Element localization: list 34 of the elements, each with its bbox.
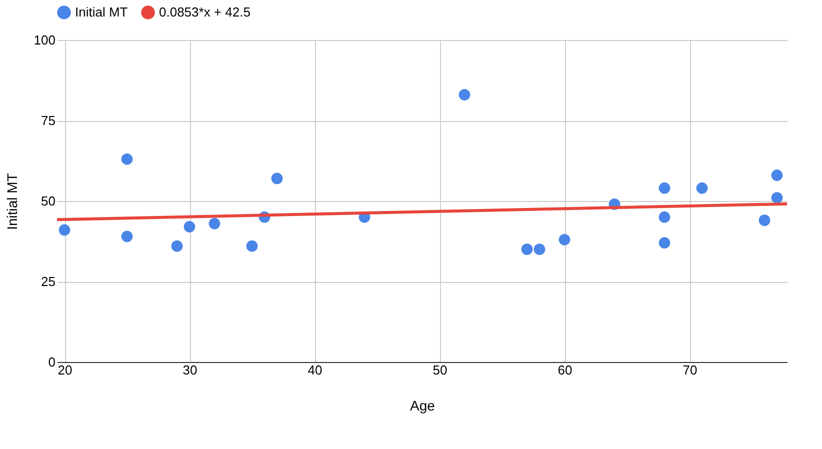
y-tick-label: 25 [41, 274, 56, 289]
x-tick-label: 30 [182, 362, 198, 378]
y-tick-label: 0 [48, 354, 56, 370]
x-tick-label: 60 [558, 362, 572, 378]
point [246, 240, 258, 252]
point [771, 192, 783, 204]
point [208, 218, 220, 230]
point [171, 240, 183, 252]
point [534, 244, 546, 255]
y-tick-label: 50 [41, 194, 56, 208]
y-axis-title: Initial MT [4, 172, 20, 230]
x-axis-title: Age [410, 398, 436, 414]
x-tick-label: 40 [308, 362, 322, 378]
legend-label: Initial MT [75, 4, 128, 20]
x-tick-label: 70 [682, 362, 698, 378]
point [458, 89, 470, 100]
point [271, 172, 283, 184]
x-tick-label: 50 [432, 362, 448, 378]
x-tick-label: 20 [58, 362, 72, 378]
point [184, 221, 196, 232]
point [58, 224, 70, 236]
point [558, 234, 570, 246]
point [658, 237, 670, 249]
point [121, 230, 133, 242]
y-tick-label: 100 [34, 32, 56, 48]
point [771, 170, 783, 181]
y-tick-label: 75 [41, 113, 56, 128]
point [696, 182, 708, 194]
point [121, 153, 133, 165]
point [658, 182, 670, 194]
point [658, 211, 670, 223]
point [758, 214, 770, 226]
legend-label: 0.0853*x + 42.5 [159, 4, 250, 20]
point [521, 244, 533, 255]
